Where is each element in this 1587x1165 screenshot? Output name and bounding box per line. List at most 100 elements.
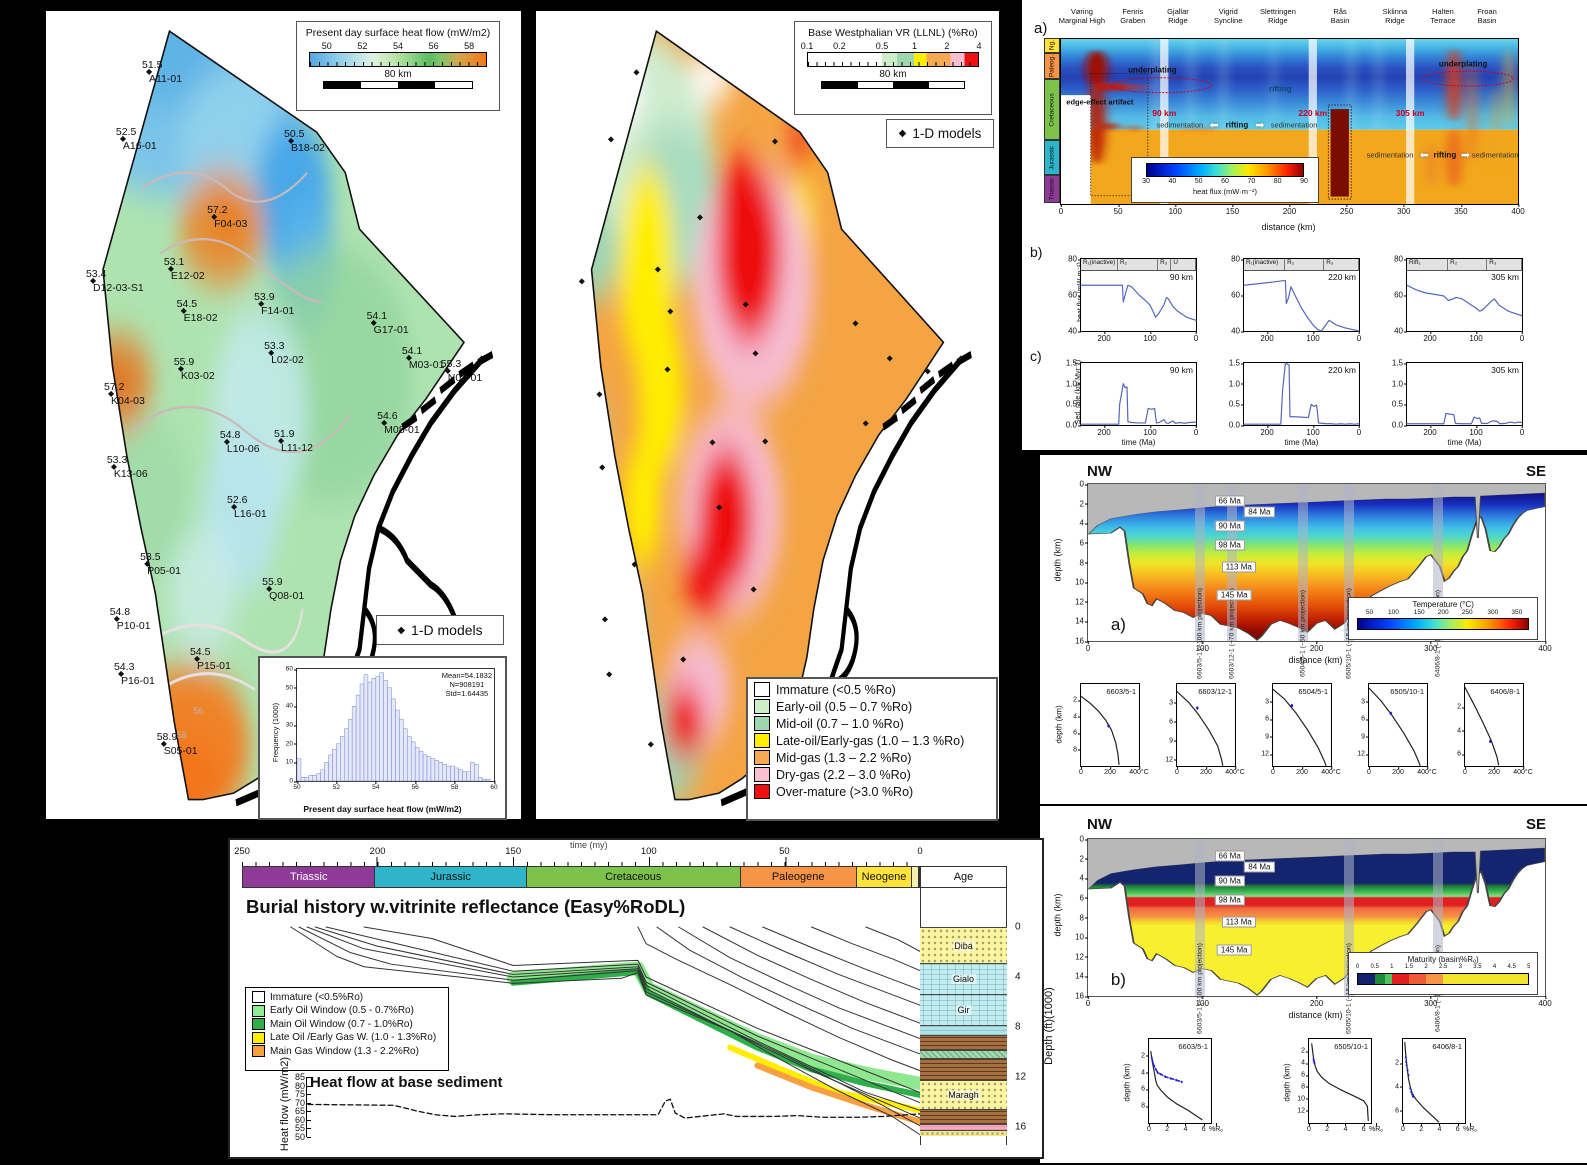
x-tick: 0 bbox=[1367, 766, 1371, 776]
y-tick: 2 bbox=[1457, 704, 1465, 711]
colorbar-tick: 80 bbox=[1273, 178, 1282, 185]
y-tick: 2 bbox=[1073, 697, 1081, 704]
colorbar-tick: 0.5 bbox=[875, 41, 889, 51]
x-tick: 200 bbox=[1200, 766, 1212, 776]
y-tick: 4 bbox=[1141, 1069, 1149, 1076]
x-tick: 200 bbox=[1104, 766, 1116, 776]
x-tick: 56 bbox=[412, 781, 419, 791]
location-line1: Vøring bbox=[1070, 7, 1093, 16]
strat-label: Ng. bbox=[1048, 40, 1056, 51]
heatflow-map-panel: ◆ 51.5 A11-01 ◆ 52.5 A16-01 ◆ 50.5 B18-0… bbox=[45, 10, 522, 820]
annotation-sed-2: sedimentation bbox=[1270, 120, 1318, 130]
temperature-colorbar-box: Temperature (°C) 50 100 150 200 250 300 350 bbox=[1348, 597, 1538, 640]
location-line1: Halten bbox=[1432, 7, 1454, 16]
x-tick: 100 bbox=[1469, 425, 1483, 437]
temperature-colorbar-label: Temperature (°C) bbox=[1412, 600, 1474, 610]
y-tick: 3 bbox=[1361, 698, 1369, 705]
time-axis-label: time (my) bbox=[570, 840, 608, 850]
colorbar-tick: 200 bbox=[1437, 609, 1449, 617]
location-line1: Sklinna bbox=[1382, 7, 1408, 16]
period-segment: Jurassic bbox=[375, 867, 527, 887]
y-tick: 4 bbox=[1073, 713, 1081, 720]
formation-block bbox=[920, 1124, 1007, 1130]
class-label: Mid-gas (1.3 – 2.2 %Ro) bbox=[776, 750, 912, 765]
colorbar-tick: 54 bbox=[392, 41, 404, 51]
heatflux-plot-305km: Rift₁ R₂ R₃ 305 km 80 60 40 200 100 0 bbox=[1394, 255, 1524, 344]
colorbar-ticks: 50 52 54 56 58 bbox=[309, 41, 487, 52]
y-tick: 6 bbox=[1080, 538, 1089, 547]
stat-n: N=908191 bbox=[449, 680, 485, 689]
y-tick: 0 bbox=[289, 778, 297, 785]
depth-tick: 4 bbox=[1015, 971, 1021, 983]
class-label: Over-mature (>3.0 %Ro) bbox=[776, 784, 914, 799]
annotation-underplating-2: underplating bbox=[1438, 59, 1488, 69]
colorbar-tick: 250 bbox=[1461, 609, 1473, 617]
scale-bar bbox=[323, 81, 473, 89]
period-segment: Cretaceous bbox=[526, 867, 741, 887]
y-tick: 1.0 bbox=[1229, 379, 1245, 388]
sedrate-plot-90km: 90 km 1.5 1.0 0.5 0.0 200 100 0 time (Ma) bbox=[1066, 359, 1198, 448]
y-tick: 4 bbox=[1080, 874, 1089, 883]
x-tick: 350 bbox=[1454, 204, 1468, 216]
x-tick: 200 bbox=[1097, 331, 1111, 343]
y-tick: 40 bbox=[1068, 327, 1081, 336]
formation-column: Diba Gialo Gir bbox=[920, 927, 1007, 1136]
maturity-colorbar-box: Maturity (basin%Rₒ) 0 0.5 1 1.5 2 2.5 3 3.5 4 4.5… bbox=[1348, 952, 1538, 995]
formation-label: Maragh bbox=[946, 1090, 981, 1100]
period-segment: Triassic bbox=[243, 867, 376, 887]
annotation-underplating-1: underplating bbox=[1128, 65, 1177, 75]
y-tick: 4 bbox=[1457, 727, 1465, 734]
maturity-colorbar-label: Maturity (basin%Rₒ) bbox=[1407, 955, 1479, 965]
depth-axis-label: Depth (ft)(1000) bbox=[1042, 987, 1055, 1065]
panel-b-label: b) bbox=[1030, 244, 1043, 260]
windows-legend: Immature (<0.5%Ro) Early Oil Window (0.5… bbox=[245, 987, 449, 1071]
section-ylabel: depth (km) bbox=[1052, 893, 1063, 937]
y-tick: 9 bbox=[1361, 733, 1369, 740]
location-label: Slettringen Ridge bbox=[1260, 7, 1296, 25]
heatflow-legend: Present day surface heat flow (mW/m2) 50… bbox=[296, 21, 500, 111]
plot-title: 6406/8-1 bbox=[1432, 1042, 1462, 1051]
y-tick: 1.5 bbox=[1229, 359, 1245, 368]
heatflux-plot-220km: R₁(inactive) R₂ R₃ 220 km 80 60 40 200 100 0 bbox=[1231, 255, 1361, 344]
colorbar-tick: 90 bbox=[1300, 178, 1308, 185]
x-tick: 0 bbox=[1194, 425, 1198, 437]
arrow-left-icon: ⬅ bbox=[1209, 119, 1219, 132]
class-label: Dry-gas (2.2 – 3.0 %Ro) bbox=[776, 767, 911, 782]
hf-ylabel-2: (mW/m2) bbox=[279, 1056, 292, 1103]
colorbar-tick: 52 bbox=[357, 41, 368, 51]
strat-label: Paleog. bbox=[1048, 55, 1056, 78]
y-tick: 6 bbox=[1301, 1072, 1309, 1079]
x-tick: 100 bbox=[1196, 996, 1209, 1008]
period-segment bbox=[912, 867, 919, 887]
maturity-colorbar bbox=[1357, 973, 1529, 986]
x-tick: 150 bbox=[1226, 204, 1239, 216]
plot-title: 6504/5-1 bbox=[1298, 687, 1328, 696]
colorbar-tick: 30 bbox=[1142, 178, 1150, 185]
legend-swatch bbox=[252, 1004, 265, 1017]
colorbar-tick: 50 bbox=[321, 41, 332, 51]
colorbar-tick: 70 bbox=[1247, 178, 1256, 185]
maturity-classes-legend: Immature (<0.5 %Ro) Early-oil (0.5 – 0.7… bbox=[746, 677, 998, 821]
depth-tick: 16 bbox=[1015, 1121, 1027, 1133]
temp-profile-6603-5-1: 6603/5-1 2 4 6 8 0 200 400°C bbox=[1073, 683, 1149, 776]
y-tick: 8 bbox=[1301, 1083, 1309, 1090]
burial-panel: time (my) 250 200 150 100 50 0 Triassic Jurass… bbox=[228, 838, 1055, 1159]
x-tick: 0 bbox=[1271, 766, 1275, 776]
location-label: Gjallar Ridge bbox=[1167, 7, 1189, 25]
y-tick: 60 bbox=[1394, 291, 1407, 300]
colorbar-tick: 4 bbox=[1492, 964, 1497, 971]
x-tick: 6 bbox=[1362, 1123, 1366, 1133]
y-tick: 12 bbox=[1075, 597, 1088, 606]
x-tick: 58 bbox=[451, 781, 458, 791]
x-tick: 200 bbox=[1488, 766, 1500, 776]
y-tick: 50 bbox=[286, 684, 298, 691]
legend-title: Present day surface heat flow (mW/m2) bbox=[305, 27, 491, 39]
y-tick: 8 bbox=[1080, 558, 1089, 567]
x-tick: 60 bbox=[490, 781, 498, 791]
annotation-90km: 90 km bbox=[1152, 108, 1177, 119]
y-tick: 80 bbox=[1068, 255, 1081, 264]
c-xlabel: time (Ma) bbox=[1121, 438, 1156, 447]
class-label: Late-oil/Early-gas (1.0 – 1.3 %Ro) bbox=[776, 733, 965, 748]
phase-segment: R₁(inactive) bbox=[1081, 259, 1118, 270]
